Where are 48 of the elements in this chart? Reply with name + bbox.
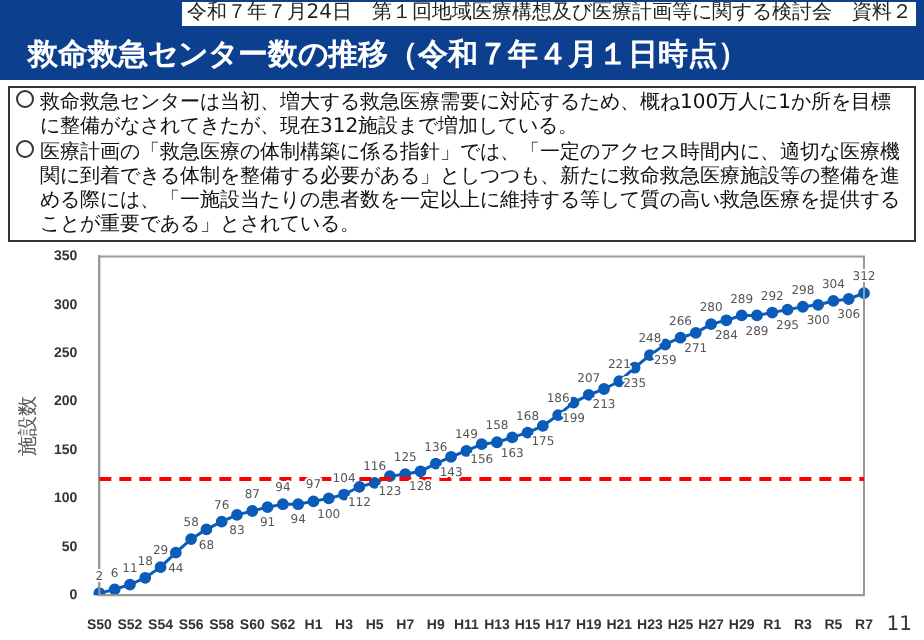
point (445, 450, 457, 463)
point (781, 303, 794, 316)
point (842, 293, 855, 305)
point (322, 492, 335, 505)
text: 令和７年７月24日 第１回地域医療構想及び医療計画等に関する検討会 資料２ (182, 2, 916, 26)
point (215, 515, 228, 528)
point (139, 571, 152, 584)
point (429, 457, 442, 470)
point (353, 480, 366, 493)
point (231, 508, 243, 521)
point (674, 331, 687, 344)
point (169, 546, 182, 559)
point (598, 383, 610, 395)
y-axis-title: 施設数 (15, 395, 40, 456)
point (200, 523, 213, 536)
point (154, 561, 167, 574)
text: 救命救急センターは当初、増大する救急医療需要に対応するため、概ね100万人に1か所を目標に整備がなされてきたが、現在312施設まで増加している。 (38, 90, 893, 140)
point (735, 309, 748, 322)
point (185, 533, 198, 545)
point (796, 300, 809, 313)
point (491, 436, 503, 449)
point (812, 298, 825, 311)
point (475, 438, 488, 451)
point (338, 488, 350, 501)
point (368, 477, 381, 489)
point (720, 314, 733, 327)
point (414, 465, 427, 478)
point (582, 388, 595, 401)
point (276, 498, 289, 511)
text: 医療計画の「救急医療の体制構築に係る指針」では、「一定のアクセス時間内に、適切な医療機関に到着できる体制を整備する必要がある」としつつも、新たに救命救急医療施設等の整備を進める際には、「一施設当たりの患者数を一定以上に維持する等して質の高い救急医療を提供することが重要である」とされている。 (38, 140, 902, 238)
point (536, 419, 549, 432)
point (246, 505, 259, 517)
point (766, 306, 779, 319)
text: 11 (886, 614, 912, 636)
point (307, 495, 320, 508)
point (659, 338, 672, 351)
point (705, 318, 717, 331)
point (124, 578, 136, 591)
point (108, 583, 121, 596)
chart-title: 救命救急センター数の推移（令和７年４月１日時点） (28, 34, 748, 74)
point (689, 326, 702, 339)
point (292, 498, 305, 511)
point (261, 501, 274, 514)
point (521, 426, 534, 439)
point (827, 295, 840, 307)
point (751, 309, 763, 322)
point (506, 431, 519, 444)
point (460, 445, 473, 457)
